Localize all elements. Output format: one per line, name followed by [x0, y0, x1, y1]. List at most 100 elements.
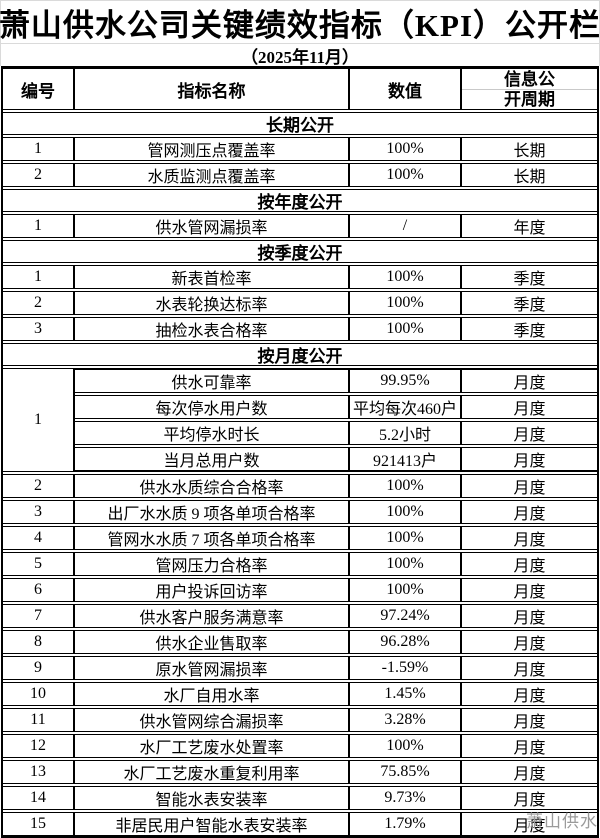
indicator-name-cell: 管网水水质 7 项各单项合格率: [73, 527, 348, 549]
period-cell: 月度: [460, 787, 597, 809]
period-cell: 月度: [460, 527, 597, 549]
value-cell: /: [348, 215, 460, 237]
value-cell: 平均每次460户: [348, 396, 460, 418]
indicator-name-cell: 原水管网漏损率: [73, 657, 348, 679]
kpi-table: 编号 指标名称 数值 信息公 开周期 长期公开 1 管网测压点覆盖率 100% 长期 2 水…: [1, 66, 599, 838]
header-disclosure-period-line1: 信息公: [504, 69, 555, 89]
indicator-name-cell: 供水管网综合漏损率: [73, 709, 348, 731]
table-row: 8 供水企业售取率 96.28% 月度: [3, 630, 597, 654]
table-row: 14 智能水表安装率 9.73% 月度: [3, 786, 597, 810]
value-cell: 100%: [348, 266, 460, 288]
row-number: 1: [34, 217, 42, 234]
header-value: 数值: [348, 69, 460, 109]
value-cell: 96.28%: [348, 631, 460, 653]
row-number: 11: [30, 711, 46, 728]
period-cell: 月度: [460, 422, 597, 444]
table-row: 1 管网测压点覆盖率 100% 长期: [3, 137, 597, 161]
indicator-name-cell: 非居民用户智能水表安装率: [73, 813, 348, 835]
indicator-name-cell: 出厂水水质 9 项各单项合格率: [73, 501, 348, 523]
indicator-name-cell: 供水水质综合合格率: [73, 475, 348, 497]
row-number: 9: [34, 659, 42, 676]
value-cell: 100%: [348, 292, 460, 314]
period-cell: 月度: [460, 553, 597, 575]
table-row: 9 原水管网漏损率 -1.59% 月度: [3, 656, 597, 680]
indicator-name-cell: 当月总用户数: [163, 453, 260, 470]
period-cell: 月度: [460, 448, 597, 470]
period-cell: 月度: [460, 631, 597, 653]
value-cell: 1.45%: [348, 683, 460, 705]
period-cell: 月度: [460, 735, 597, 757]
indicator-name-cell: 水厂工艺废水重复利用率: [73, 761, 348, 783]
table-row: 平均停水时长 5.2小时 月度: [75, 421, 597, 445]
period-cell: 月度: [460, 709, 597, 731]
value-cell: 100%: [348, 553, 460, 575]
period-cell: 月度: [460, 396, 597, 418]
row-number: 14: [30, 789, 46, 806]
value-cell: 100%: [348, 164, 460, 186]
table-row: 5 管网压力合格率 100% 月度: [3, 552, 597, 576]
table-row: 供水可靠率 99.95% 月度: [75, 370, 597, 393]
row-number: 15: [30, 815, 46, 832]
title-block: 萧山供水公司关键绩效指标（KPI）公开栏 （2025年11月）: [0, 0, 600, 67]
indicator-name-cell: 管网测压点覆盖率: [73, 138, 348, 160]
value-cell: 100%: [348, 501, 460, 523]
indicator-name-cell: 抽检水表合格率: [73, 318, 348, 340]
row-number: 10: [30, 685, 46, 702]
table-row: 10 水厂自用水率 1.45% 月度: [3, 682, 597, 706]
period-cell: 季度: [460, 318, 597, 340]
value-cell: 100%: [348, 318, 460, 340]
table-row-group: 1 供水可靠率 99.95% 月度 每次停水用户数 平均每次460户 月度 平均停水时长 5.2…: [3, 368, 597, 472]
value-cell: 100%: [348, 475, 460, 497]
period-cell: 月度: [460, 683, 597, 705]
table-row: 12 水厂工艺废水处置率 100% 月度: [3, 734, 597, 758]
value-cell: 100%: [348, 138, 460, 160]
value-cell: 9.73%: [348, 787, 460, 809]
period-cell: 长期: [460, 164, 597, 186]
value-cell: 75.85%: [348, 761, 460, 783]
value-cell: 100%: [348, 527, 460, 549]
table-row: 3 抽检水表合格率 100% 季度: [3, 317, 597, 341]
indicator-name-cell: 每次停水用户数: [155, 401, 268, 418]
row-number: 1: [34, 268, 42, 285]
indicator-name-cell: 水质监测点覆盖率: [73, 164, 348, 186]
row-number: 12: [30, 737, 46, 754]
period-cell: 月度: [460, 579, 597, 601]
header-cell-divider: [462, 88, 597, 90]
period-cell: 季度: [460, 266, 597, 288]
table-row: 13 水厂工艺废水重复利用率 75.85% 月度: [3, 760, 597, 784]
value-cell: 3.28%: [348, 709, 460, 731]
indicator-name-cell: 新表首检率: [73, 266, 348, 288]
row-number: 2: [34, 294, 42, 311]
section-header-row: 按年度公开: [3, 189, 597, 212]
period-cell: 长期: [460, 138, 597, 160]
value-cell: 100%: [348, 579, 460, 601]
period-cell: 月度: [460, 501, 597, 523]
row-number: 1: [34, 140, 42, 157]
period-cell: 月度: [460, 370, 597, 392]
row-number: 8: [34, 633, 42, 650]
value-cell: -1.59%: [348, 657, 460, 679]
header-no: 编号: [21, 81, 55, 101]
table-row: 3 出厂水水质 9 项各单项合格率 100% 月度: [3, 500, 597, 524]
row-number: 4: [34, 529, 42, 546]
indicator-name-cell: 水厂工艺废水处置率: [73, 735, 348, 757]
row-number: 3: [34, 503, 42, 520]
row-number: 2: [34, 477, 42, 494]
period-cell: 月度: [460, 813, 597, 835]
table-row: 4 管网水水质 7 项各单项合格率 100% 月度: [3, 526, 597, 550]
table-row: 2 水质监测点覆盖率 100% 长期: [3, 163, 597, 187]
value-cell: 921413户: [348, 448, 460, 470]
period-cell: 季度: [460, 292, 597, 314]
period-cell: 月度: [460, 605, 597, 627]
header-indicator-name: 指标名称: [73, 69, 348, 109]
indicator-name-cell: 用户投诉回访率: [73, 579, 348, 601]
indicator-name-cell: 管网压力合格率: [73, 553, 348, 575]
value-cell: 97.24%: [348, 605, 460, 627]
indicator-name-cell: 供水管网漏损率: [73, 215, 348, 237]
indicator-name-cell: 供水可靠率: [171, 375, 252, 392]
value-cell: 99.95%: [348, 370, 460, 392]
indicator-name-cell: 供水企业售取率: [73, 631, 348, 653]
row-number: 13: [30, 763, 46, 780]
table-row: 2 水表轮换达标率 100% 季度: [3, 291, 597, 315]
value-cell: 100%: [348, 735, 460, 757]
